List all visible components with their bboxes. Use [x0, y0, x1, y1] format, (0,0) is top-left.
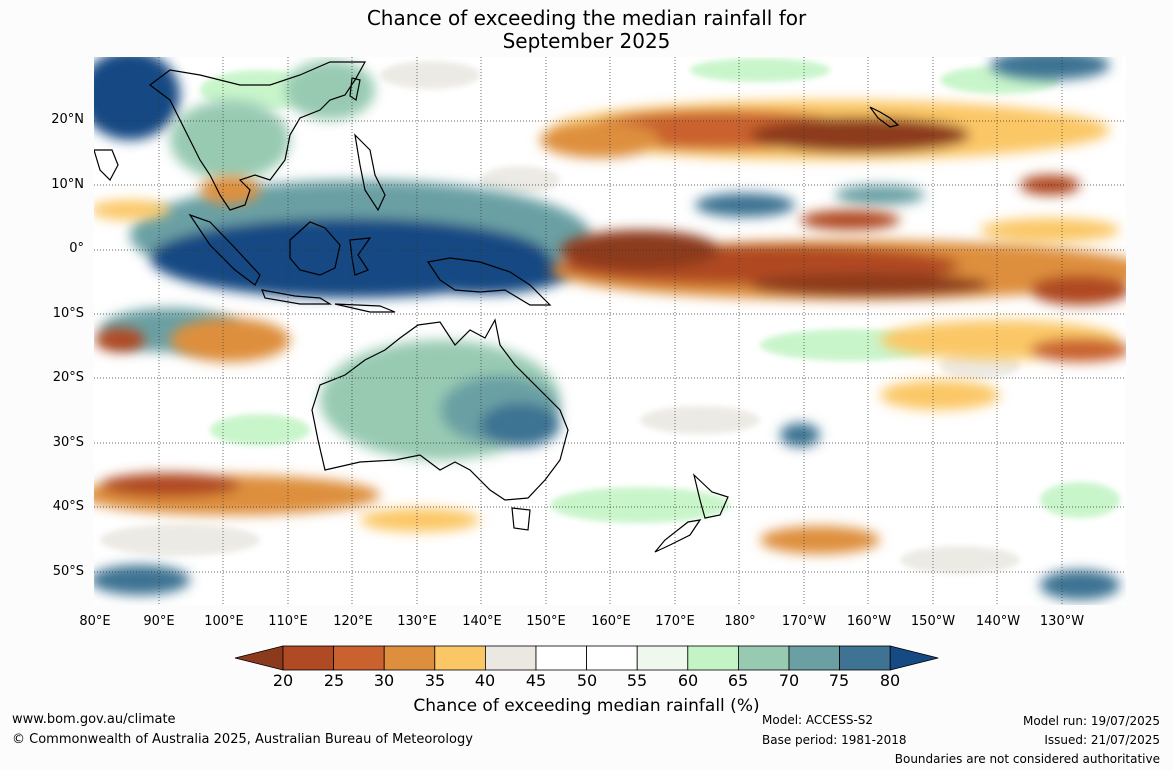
colorbar-segment — [788, 645, 840, 671]
colorbar-segment — [333, 645, 385, 671]
lon-label: 170°W — [781, 614, 827, 629]
colorbar-tick: 45 — [525, 671, 547, 690]
colorbar-tick: 30 — [373, 671, 395, 690]
lon-label: 140°W — [975, 614, 1021, 629]
colorbar-segment — [282, 645, 334, 671]
lat-label: 10°N — [51, 177, 84, 192]
lon-label: 140°E — [462, 614, 502, 629]
lat-label: 20°S — [52, 370, 84, 385]
lon-label: 170°E — [655, 614, 695, 629]
asia-mainland-coast — [149, 61, 367, 211]
colorbar-tick: 70 — [778, 671, 800, 690]
colorbar-tick: 55 — [626, 671, 648, 690]
lon-label: 90°E — [143, 614, 175, 629]
tasmania-coast — [511, 507, 531, 531]
colorbar-tick: 60 — [677, 671, 699, 690]
colorbar-segment — [687, 645, 739, 671]
colorbar-segment — [839, 645, 891, 671]
lon-label: 160°E — [591, 614, 631, 629]
lon-label: 120°E — [333, 614, 373, 629]
coastlines — [94, 61, 900, 553]
lat-label: 30°S — [52, 435, 84, 450]
colorbar-segment — [535, 645, 587, 671]
colorbar-tick: 20 — [272, 671, 294, 690]
colorbar-segment — [738, 645, 790, 671]
hawaii-coast — [869, 106, 900, 128]
lon-label: 160°W — [846, 614, 892, 629]
colorbar-tick: 75 — [828, 671, 850, 690]
lon-label: 130°E — [397, 614, 437, 629]
model-name: Model: ACCESS-S2 — [762, 713, 874, 727]
website-link[interactable]: www.bom.gov.au/climate — [12, 712, 176, 727]
probability-field — [94, 57, 1126, 600]
rainfall-probability-map — [94, 57, 1126, 605]
colorbar-tick: 25 — [323, 671, 345, 690]
copyright-text: © Commonwealth of Australia 2025, Austra… — [12, 732, 473, 747]
lat-label: 40°S — [52, 499, 84, 514]
issued-date: Issued: 21/07/2025 — [1044, 733, 1160, 747]
lon-label: 130°W — [1039, 614, 1085, 629]
java-coast — [261, 289, 333, 305]
colorbar-tick: 50 — [576, 671, 598, 690]
lat-label: 20°N — [51, 112, 84, 127]
colorbar-tick: 35 — [424, 671, 446, 690]
colorbar-label: Chance of exceeding median rainfall (%) — [413, 696, 760, 716]
lon-label: 150°E — [526, 614, 566, 629]
lat-label: 50°S — [52, 564, 84, 579]
lon-label: 80°E — [79, 614, 111, 629]
colorbar-segment — [586, 645, 638, 671]
lon-label: 180° — [724, 614, 756, 629]
lon-label: 100°E — [204, 614, 244, 629]
map-title-line2: September 2025 — [502, 29, 671, 53]
india-coast — [94, 149, 119, 181]
borneo-coast — [289, 221, 341, 276]
lon-label: 110°E — [268, 614, 308, 629]
colorbar-segment — [636, 645, 689, 671]
colorbar-segment — [484, 645, 537, 671]
lon-label: 150°W — [910, 614, 956, 629]
colorbar-tick: 80 — [879, 671, 901, 690]
sumatra-coast — [188, 213, 261, 286]
model-run-date: Model run: 19/07/2025 — [1022, 714, 1160, 728]
colorbar-segment — [383, 645, 436, 671]
map-title-line1: Chance of exceeding the median rainfall … — [366, 6, 807, 30]
colorbar-tick: 65 — [727, 671, 749, 690]
gridlines — [94, 57, 1126, 605]
colorbar-arrow-high — [889, 645, 939, 671]
taiwan-coast — [349, 77, 361, 101]
lat-label: 0° — [69, 241, 84, 256]
lat-label: 10°S — [52, 306, 84, 321]
base-period: Base period: 1981-2018 — [762, 733, 907, 747]
colorbar-arrow-low — [234, 645, 284, 671]
colorbar-tick: 40 — [474, 671, 496, 690]
australia-coast — [311, 318, 569, 501]
nz-north-island — [692, 473, 729, 519]
colorbar-segment — [434, 645, 486, 671]
new-guinea-coast — [426, 257, 552, 306]
disclaimer-text: Boundaries are not considered authoritat… — [894, 752, 1160, 766]
lesser-sunda-coast — [334, 303, 396, 313]
philippines-coast — [354, 133, 386, 212]
nz-south-island — [654, 519, 702, 553]
